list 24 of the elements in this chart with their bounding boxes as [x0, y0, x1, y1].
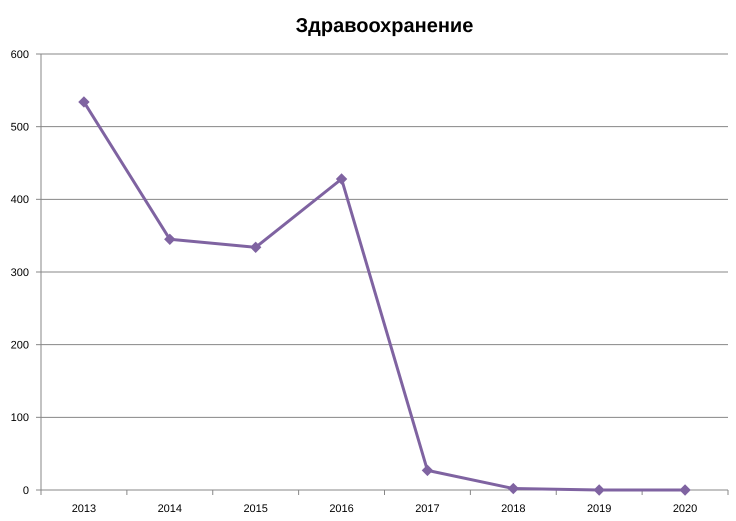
y-tick-label: 300: [10, 266, 29, 279]
y-tick-label: 600: [10, 48, 29, 61]
y-tick-label: 100: [10, 412, 29, 424]
x-tick-label: 2013: [72, 503, 96, 515]
point: [78, 96, 90, 108]
x-tick-label: 2015: [243, 503, 268, 515]
point: [422, 464, 433, 476]
point: [336, 173, 348, 184]
chart-title: Здравоохранение: [296, 15, 474, 37]
point: [164, 234, 176, 245]
x-tick-label: 2019: [586, 503, 612, 515]
x-tick-label: 2016: [329, 503, 354, 515]
x-tick-label: 2014: [158, 503, 182, 515]
point: [508, 483, 519, 494]
y-tick-label: 0: [22, 484, 29, 497]
point: [250, 242, 262, 253]
x-tick-label: 2020: [672, 503, 698, 515]
point: [594, 484, 605, 496]
x-tick-label: 2018: [501, 503, 526, 515]
point: [680, 484, 691, 496]
y-tick-label: 400: [10, 194, 29, 206]
y-tick-label: 500: [10, 122, 29, 134]
y-tick-label: 200: [10, 340, 29, 352]
x-tick-label: 2017: [415, 503, 440, 515]
